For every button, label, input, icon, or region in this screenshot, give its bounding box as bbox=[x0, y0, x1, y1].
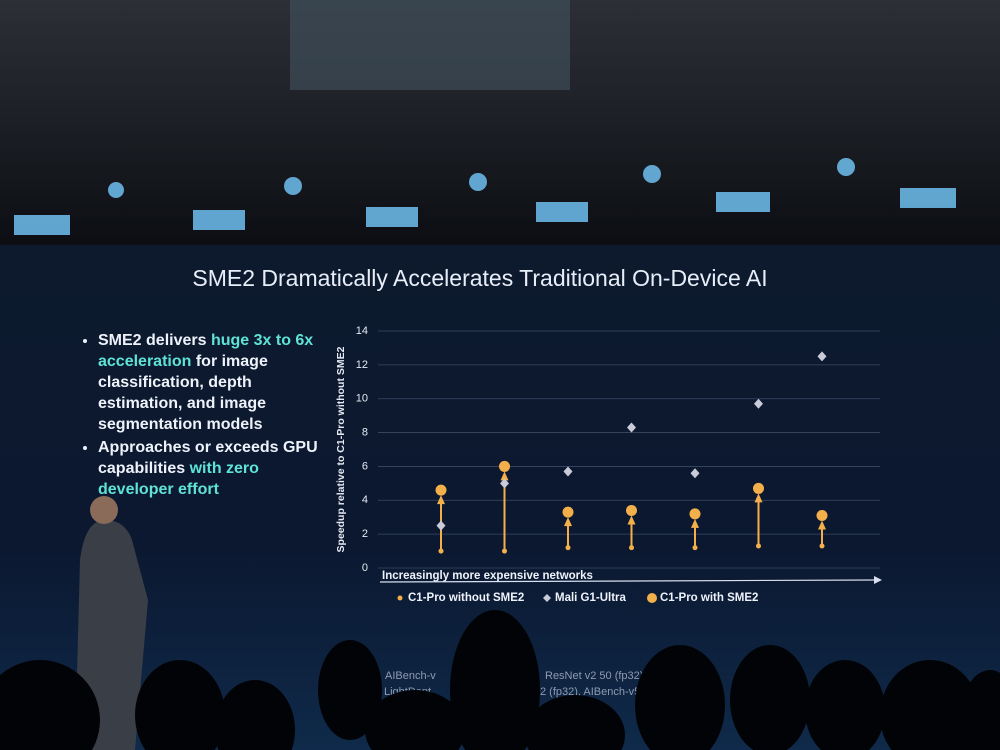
chart: 0 2 4 6 8 10 12 14 Speedup relative to C1-Pro wi… bbox=[335, 325, 882, 604]
circle-marker bbox=[502, 548, 507, 554]
highlight-text: huge 3x to 6x acceleration bbox=[98, 332, 314, 370]
circle-marker bbox=[756, 543, 761, 549]
arrow-head bbox=[437, 495, 445, 505]
footnote-text: AIBench-v bbox=[385, 670, 436, 682]
y-axis-label: Speedup relative to C1-Pro without SME2 bbox=[335, 346, 347, 552]
legend-label: Mali G1-Ultra bbox=[555, 592, 627, 604]
x-axis-label: Increasingly more expensive networks bbox=[382, 570, 593, 582]
circle-marker bbox=[435, 484, 447, 496]
bullet-text: SME2 delivers bbox=[98, 332, 211, 349]
circle-marker bbox=[753, 482, 764, 494]
legend-label: C1-Pro with SME2 bbox=[660, 592, 758, 604]
y-tick-label: 12 bbox=[356, 359, 368, 371]
circle-marker bbox=[438, 548, 444, 554]
bullet-text: Approaches or exceeds GPU capabilities bbox=[98, 439, 318, 477]
circle-marker bbox=[565, 545, 571, 551]
diamond-marker bbox=[563, 466, 573, 477]
slide-title: SME2 Dramatically Accelerates Traditiona… bbox=[192, 265, 767, 291]
audience bbox=[0, 496, 1000, 750]
diamond-marker bbox=[690, 468, 700, 479]
y-tick-label: 8 bbox=[362, 426, 368, 438]
diamond-marker bbox=[436, 520, 446, 531]
circle-marker bbox=[499, 460, 510, 472]
footnote-text: 2 (fp32), AIBench-v5 Un bbox=[540, 686, 657, 698]
stage-lights bbox=[14, 158, 956, 235]
diamond-marker bbox=[754, 398, 763, 409]
arrow-head bbox=[627, 515, 636, 525]
arrow-head bbox=[564, 517, 572, 527]
circle-marker bbox=[562, 506, 574, 518]
y-tick-label: 10 bbox=[356, 393, 368, 405]
arrow-head bbox=[500, 471, 509, 481]
y-tick-label: 0 bbox=[362, 562, 368, 574]
arrow-head bbox=[754, 493, 763, 503]
circle-marker bbox=[626, 504, 637, 516]
arrow-head bbox=[691, 518, 699, 528]
footnote-text: ResNet v2 50 (fp32), Li bbox=[545, 670, 658, 682]
arrow-head bbox=[818, 520, 826, 530]
bullet-text: for image classification, depth estimati… bbox=[98, 353, 268, 433]
x-axis-arrow bbox=[874, 576, 882, 584]
circle-marker bbox=[629, 545, 634, 551]
circle-marker bbox=[689, 508, 701, 520]
bullet-list: SME2 delivers huge 3x to 6x acceleration… bbox=[76, 330, 323, 502]
diamond-marker bbox=[500, 478, 509, 489]
legend-label: C1-Pro without SME2 bbox=[408, 592, 524, 604]
y-tick-label: 2 bbox=[362, 528, 368, 540]
diamond-marker bbox=[627, 422, 636, 433]
diamond-marker bbox=[817, 351, 827, 362]
circle-marker bbox=[692, 545, 698, 551]
legend-marker bbox=[543, 594, 551, 602]
circle-marker bbox=[816, 510, 828, 522]
y-tick-label: 14 bbox=[356, 325, 368, 337]
circle-marker bbox=[819, 543, 825, 549]
chandelier bbox=[290, 0, 570, 90]
bullet: Approaches or exceeds GPU capabilities w… bbox=[98, 437, 323, 500]
y-tick-label: 4 bbox=[362, 494, 368, 506]
y-tick-label: 6 bbox=[362, 460, 368, 472]
legend-marker bbox=[647, 593, 657, 603]
x-axis bbox=[379, 579, 877, 583]
legend-marker bbox=[397, 595, 403, 601]
bullet: SME2 delivers huge 3x to 6x acceleration… bbox=[98, 330, 323, 435]
highlight-text: with zero developer effort bbox=[98, 460, 259, 498]
